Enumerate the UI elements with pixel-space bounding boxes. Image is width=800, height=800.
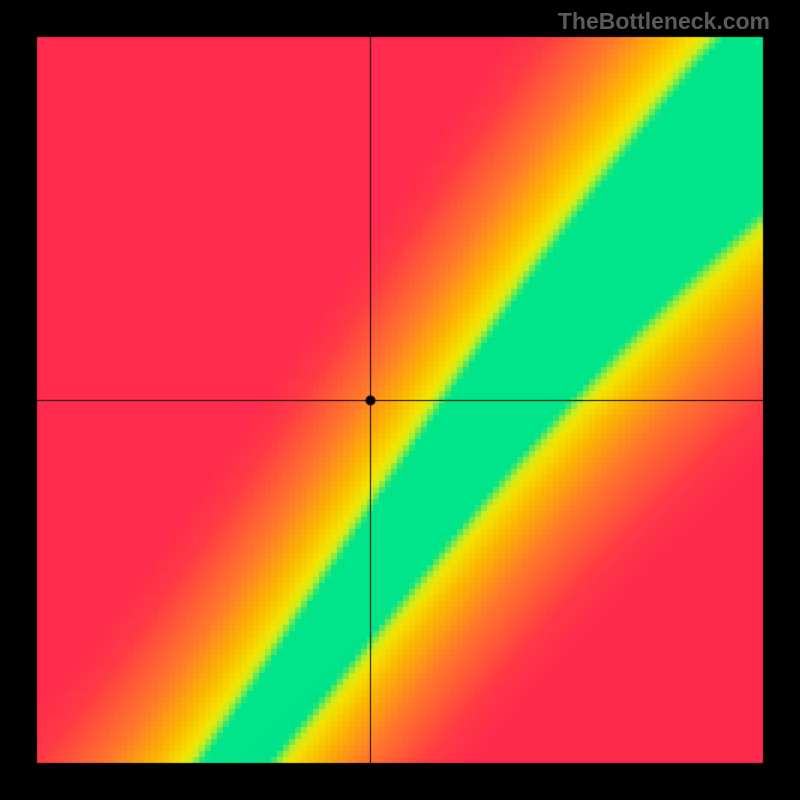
chart-container: { "canvas": { "width": 800, "height": 80… xyxy=(0,0,800,800)
heatmap-canvas xyxy=(0,0,800,800)
